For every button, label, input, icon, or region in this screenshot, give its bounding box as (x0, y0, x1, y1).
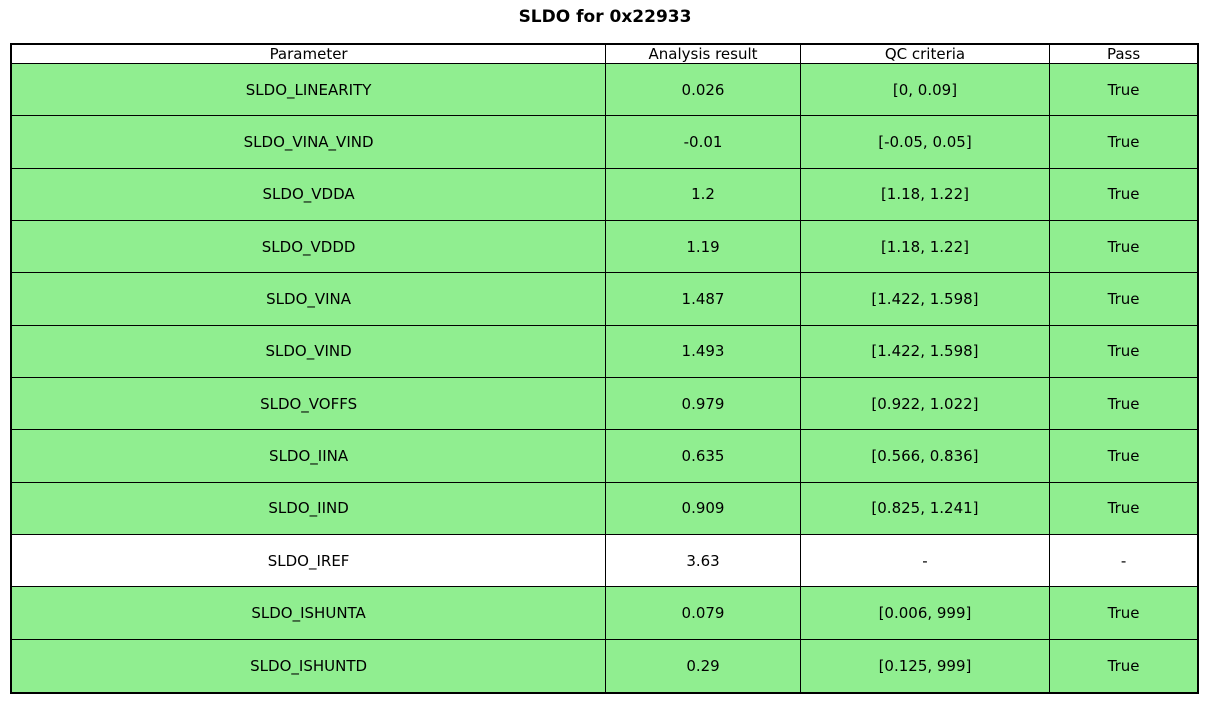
cell-analysis-result: 0.909 (605, 481, 801, 535)
cell-qc-criteria: [0.125, 999] (799, 638, 1051, 694)
table-row: SLDO_VIND 1.493 [1.422, 1.598] True (10, 324, 1199, 378)
cell-analysis-result: -0.01 (605, 115, 801, 169)
cell-pass: True (1049, 62, 1199, 117)
column-header-analysis-result: Analysis result (605, 43, 801, 64)
table-row: SLDO_IREF 3.63 - - (10, 533, 1199, 588)
cell-qc-criteria: [0.006, 999] (799, 586, 1051, 640)
column-header-pass: Pass (1049, 43, 1199, 64)
cell-parameter: SLDO_VINA (10, 272, 607, 326)
cell-qc-criteria: [1.18, 1.22] (799, 167, 1051, 221)
cell-pass: True (1049, 219, 1199, 274)
cell-qc-criteria: [0, 0.09] (799, 62, 1051, 117)
column-header-parameter: Parameter (10, 43, 607, 64)
cell-analysis-result: 0.635 (605, 429, 801, 483)
cell-parameter: SLDO_VIND (10, 324, 607, 378)
cell-analysis-result: 1.487 (605, 272, 801, 326)
header-row: Parameter Analysis result QC criteria Pa… (10, 43, 1199, 64)
cell-pass: - (1049, 533, 1199, 588)
cell-qc-criteria: [1.422, 1.598] (799, 324, 1051, 378)
cell-qc-criteria: - (799, 533, 1051, 588)
column-header-qc-criteria: QC criteria (799, 43, 1051, 64)
cell-qc-criteria: [0.566, 0.836] (799, 429, 1051, 483)
cell-pass: True (1049, 376, 1199, 431)
table-row: SLDO_LINEARITY 0.026 [0, 0.09] True (10, 62, 1199, 117)
cell-analysis-result: 3.63 (605, 533, 801, 588)
cell-parameter: SLDO_VDDD (10, 219, 607, 274)
cell-qc-criteria: [0.922, 1.022] (799, 376, 1051, 431)
qc-table: Parameter Analysis result QC criteria Pa… (10, 43, 1199, 694)
cell-analysis-result: 1.19 (605, 219, 801, 274)
cell-analysis-result: 0.026 (605, 62, 801, 117)
table-row: SLDO_ISHUNTA 0.079 [0.006, 999] True (10, 586, 1199, 640)
cell-pass: True (1049, 272, 1199, 326)
cell-analysis-result: 0.079 (605, 586, 801, 640)
cell-analysis-result: 1.493 (605, 324, 801, 378)
cell-qc-criteria: [1.422, 1.598] (799, 272, 1051, 326)
figure-title: SLDO for 0x22933 (518, 7, 692, 27)
cell-pass: True (1049, 324, 1199, 378)
cell-parameter: SLDO_LINEARITY (10, 62, 607, 117)
cell-pass: True (1049, 115, 1199, 169)
cell-parameter: SLDO_ISHUNTD (10, 638, 607, 694)
table-row: SLDO_ISHUNTD 0.29 [0.125, 999] True (10, 638, 1199, 694)
table-row: SLDO_VOFFS 0.979 [0.922, 1.022] True (10, 376, 1199, 431)
cell-parameter: SLDO_IREF (10, 533, 607, 588)
table-row: SLDO_IINA 0.635 [0.566, 0.836] True (10, 429, 1199, 483)
cell-parameter: SLDO_IINA (10, 429, 607, 483)
cell-pass: True (1049, 586, 1199, 640)
cell-pass: True (1049, 481, 1199, 535)
cell-qc-criteria: [-0.05, 0.05] (799, 115, 1051, 169)
cell-parameter: SLDO_VOFFS (10, 376, 607, 431)
cell-qc-criteria: [0.825, 1.241] (799, 481, 1051, 535)
table-row: SLDO_VINA_VIND -0.01 [-0.05, 0.05] True (10, 115, 1199, 169)
cell-pass: True (1049, 167, 1199, 221)
cell-parameter: SLDO_VDDA (10, 167, 607, 221)
cell-qc-criteria: [1.18, 1.22] (799, 219, 1051, 274)
table-row: SLDO_IIND 0.909 [0.825, 1.241] True (10, 481, 1199, 535)
cell-analysis-result: 0.29 (605, 638, 801, 694)
cell-parameter: SLDO_ISHUNTA (10, 586, 607, 640)
table-row: SLDO_VDDD 1.19 [1.18, 1.22] True (10, 219, 1199, 274)
cell-analysis-result: 0.979 (605, 376, 801, 431)
cell-pass: True (1049, 429, 1199, 483)
cell-pass: True (1049, 638, 1199, 694)
cell-analysis-result: 1.2 (605, 167, 801, 221)
cell-parameter: SLDO_IIND (10, 481, 607, 535)
qc-table-body: SLDO_LINEARITY 0.026 [0, 0.09] True SLDO… (10, 62, 1199, 694)
table-row: SLDO_VDDA 1.2 [1.18, 1.22] True (10, 167, 1199, 221)
cell-parameter: SLDO_VINA_VIND (10, 115, 607, 169)
table-row: SLDO_VINA 1.487 [1.422, 1.598] True (10, 272, 1199, 326)
